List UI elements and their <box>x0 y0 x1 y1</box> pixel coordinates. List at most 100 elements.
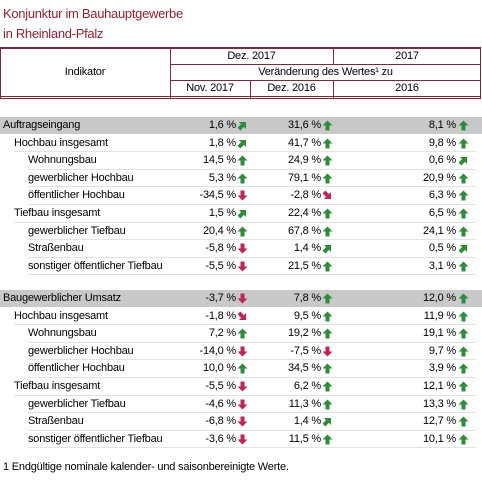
row-label: Tiefbau insgesamt <box>14 207 101 219</box>
arrow-shape <box>237 261 248 272</box>
cell-value: 13,3 % <box>422 397 456 410</box>
row-label: sonstiger öffentlicher Tiefbau <box>28 432 163 445</box>
cell-value: 34,5 % <box>287 362 321 375</box>
arrow-shape <box>237 155 248 166</box>
trend-arrow <box>237 311 247 320</box>
cell-value: 20,9 % <box>422 171 456 184</box>
trend-arrow <box>237 293 248 304</box>
arrow-shape <box>458 226 469 237</box>
cell-value: 9,8 % <box>428 136 456 149</box>
trend-arrow <box>322 190 332 200</box>
row-separator <box>28 274 476 276</box>
arrow-shape <box>322 399 333 410</box>
row-separator <box>28 377 476 378</box>
trend-arrow <box>237 416 248 427</box>
trend-arrow <box>458 120 469 131</box>
arrow-shape <box>458 399 469 410</box>
arrow-shape <box>322 208 333 219</box>
cell-value: -5,5 % <box>205 380 236 392</box>
trend-arrow <box>458 190 469 201</box>
cell-value: 1,4 % <box>293 242 321 255</box>
rule <box>250 81 251 99</box>
trend-arrow <box>458 363 469 374</box>
trend-arrow <box>237 261 248 272</box>
trend-arrow <box>237 381 248 392</box>
cell-value: -14,0 % <box>199 344 236 357</box>
trend-arrow <box>458 328 469 339</box>
row-label: Auftragseingang <box>3 119 81 131</box>
title-line: in Rheinland-Pfalz <box>3 26 104 41</box>
trend-arrow <box>458 208 469 219</box>
header-cell: Indikator <box>64 66 106 78</box>
rule <box>333 47 334 65</box>
footnote: 1 Endgültige nominale kalender- und sais… <box>3 461 289 473</box>
arrow-shape <box>237 381 248 392</box>
header-cell: Dez. 2017 <box>227 50 276 62</box>
header-cell: 2016 <box>395 82 419 94</box>
trend-arrow <box>237 328 248 339</box>
cell-value: 7,2 % <box>208 327 236 340</box>
arrow-shape <box>458 190 469 201</box>
row-label: öffentlicher Hochbau <box>28 362 125 375</box>
arrow-shape <box>322 245 332 254</box>
arrow-shape <box>322 434 333 445</box>
cell-value: 1,8 % <box>208 136 236 149</box>
cell-value: 12,0 % <box>422 292 456 304</box>
cell-value: 14,5 % <box>202 154 236 167</box>
header-cell: Veränderung des Wertes¹ zu <box>258 66 393 78</box>
trend-arrow <box>458 157 468 166</box>
rule <box>0 47 481 49</box>
row-separator <box>28 412 476 414</box>
trend-arrow <box>322 208 333 219</box>
trend-arrow <box>322 346 333 357</box>
row-label: sonstiger öffentlicher Tiefbau <box>28 259 163 272</box>
row-label: Hochbau insgesamt <box>14 136 108 149</box>
arrow-shape <box>237 328 248 339</box>
trend-arrow <box>322 363 333 374</box>
cell-value: 11,5 % <box>288 432 321 445</box>
arrow-shape <box>458 346 469 357</box>
trend-arrow <box>322 173 333 184</box>
cell-value: 12,1 % <box>422 380 456 392</box>
title-line: Konjunktur im Bauhauptgewerbe <box>3 6 183 21</box>
trend-arrow <box>458 399 469 410</box>
arrow-shape <box>237 311 247 320</box>
rule <box>170 80 481 81</box>
row-separator <box>14 151 476 153</box>
row-separator <box>28 204 476 205</box>
trend-arrow <box>458 381 469 392</box>
row-label: Baugewerblicher Umsatz <box>3 292 121 304</box>
arrow-shape <box>458 363 469 374</box>
trend-arrow <box>322 261 333 272</box>
cell-value: 0,5 % <box>428 242 456 255</box>
arrow-shape <box>458 311 469 322</box>
trend-arrow <box>322 293 333 304</box>
arrow-shape <box>322 293 333 304</box>
row-separator <box>28 359 476 361</box>
arrow-shape <box>237 209 247 219</box>
row-separator <box>28 447 476 449</box>
trend-arrow <box>237 190 248 201</box>
arrow-shape <box>322 173 333 184</box>
cell-value: 8,1 % <box>428 119 456 131</box>
cell-value: 19,1 % <box>422 327 456 340</box>
rule <box>170 47 171 99</box>
rule <box>333 81 334 99</box>
trend-arrow <box>322 328 333 339</box>
arrow-shape <box>322 363 333 374</box>
arrow-shape <box>458 138 469 149</box>
cell-value: 6,3 % <box>428 189 456 202</box>
rule <box>0 98 481 99</box>
cell-value: 6,2 % <box>293 380 321 392</box>
arrow-shape <box>458 245 468 254</box>
row-label: gewerblicher Hochbau <box>28 344 134 357</box>
row-separator <box>28 186 476 188</box>
cell-value: 31,6 % <box>287 119 321 131</box>
trend-arrow <box>322 311 333 322</box>
cell-value: 10,1 % <box>422 432 456 445</box>
arrow-shape <box>322 261 333 272</box>
trend-arrow <box>237 399 248 410</box>
trend-arrow <box>322 245 332 254</box>
trend-arrow <box>458 138 469 149</box>
